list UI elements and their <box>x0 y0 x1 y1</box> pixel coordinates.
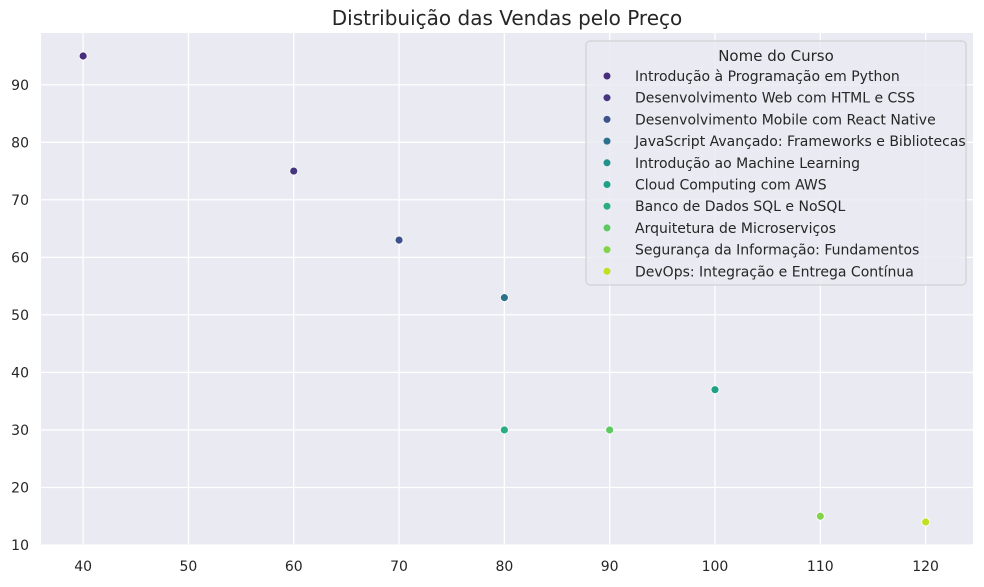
data-point <box>921 517 931 527</box>
legend-marker <box>603 202 611 210</box>
data-points <box>78 51 931 527</box>
chart-title: Distribuição das Vendas pelo Preço <box>332 6 683 30</box>
legend-label: Desenvolvimento Web com HTML e CSS <box>635 91 915 107</box>
data-point <box>710 385 720 395</box>
legend-label: Desenvolvimento Mobile com React Native <box>635 112 936 128</box>
data-point <box>78 51 88 61</box>
legend-marker <box>603 246 611 254</box>
data-point <box>289 166 299 176</box>
legend-frame <box>585 40 967 286</box>
data-point <box>605 425 615 435</box>
x-tick-label: 80 <box>495 559 513 575</box>
legend-marker <box>603 72 611 80</box>
data-point <box>499 425 509 435</box>
data-point <box>815 511 825 521</box>
y-tick-labels: 10 20 30 40 50 60 70 80 90 <box>11 78 29 554</box>
data-point <box>499 293 509 303</box>
y-tick-label: 30 <box>11 423 29 439</box>
legend-marker <box>603 181 611 188</box>
x-tick-label: 70 <box>390 559 408 575</box>
x-tick-labels: 40 50 60 70 80 90 100 110 120 <box>74 559 939 575</box>
legend-items: Introdução à Programação em Python Desenv… <box>603 69 966 280</box>
x-tick-label: 120 <box>912 559 939 575</box>
y-tick-label: 80 <box>11 135 29 151</box>
y-tick-label: 50 <box>11 308 29 324</box>
data-point <box>394 235 404 245</box>
legend-label: Introdução ao Machine Learning <box>635 156 860 172</box>
legend-label: Introdução à Programação em Python <box>635 69 900 85</box>
legend-marker <box>603 94 611 102</box>
legend-label: Segurança da Informação: Fundamentos <box>635 243 919 259</box>
x-tick-label: 110 <box>807 559 834 575</box>
y-tick-label: 40 <box>11 365 29 381</box>
y-tick-label: 70 <box>11 193 29 209</box>
legend-label: Banco de Dados SQL e NoSQL <box>635 199 845 215</box>
legend-label: DevOps: Integração e Entrega Contínua <box>635 264 914 280</box>
x-tick-label: 50 <box>180 559 198 575</box>
y-tick-label: 60 <box>11 250 29 266</box>
legend-label: Arquitetura de Microserviços <box>635 221 836 237</box>
y-tick-label: 90 <box>11 78 29 94</box>
x-tick-label: 100 <box>702 559 729 575</box>
x-tick-label: 40 <box>74 559 92 575</box>
legend: Nome do Curso Introdução à Programação e… <box>585 40 967 286</box>
y-tick-label: 10 <box>11 538 29 554</box>
legend-marker <box>603 159 611 167</box>
x-tick-label: 60 <box>285 559 303 575</box>
legend-title: Nome do Curso <box>718 47 834 65</box>
legend-marker <box>603 267 611 275</box>
y-tick-label: 20 <box>11 480 29 496</box>
legend-marker <box>603 137 611 145</box>
legend-marker <box>603 224 611 232</box>
legend-marker <box>603 115 611 123</box>
legend-label: JavaScript Avançado: Frameworks e Biblio… <box>634 134 966 150</box>
legend-label: Cloud Computing com AWS <box>635 178 827 194</box>
x-tick-label: 90 <box>601 559 619 575</box>
